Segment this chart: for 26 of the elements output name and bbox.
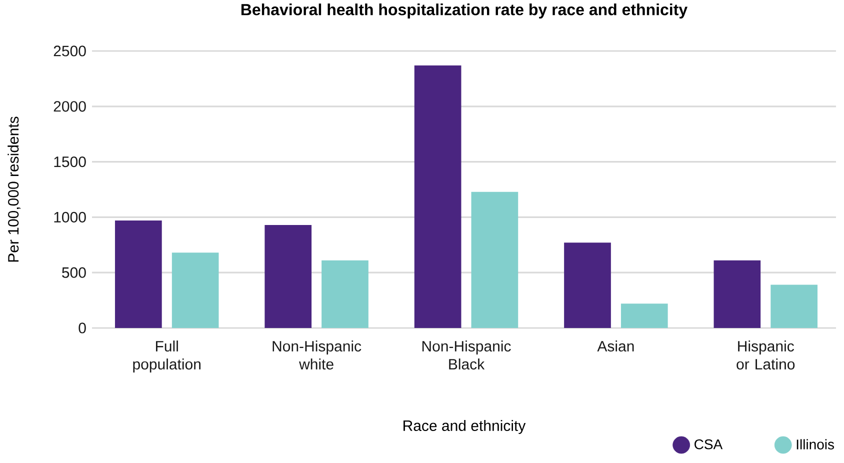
bar [322,260,368,328]
chart-title: Behavioral health hospitalization rate by race and ethnicity [241,4,688,18]
y-tick-label: 0 [78,322,86,334]
bar [264,224,312,328]
y-tick-label: 2000 [54,101,86,112]
bar [172,252,219,328]
legend-label: Illinois [796,439,834,450]
y-tick-label: 1500 [54,156,86,168]
bar [414,65,462,328]
x-tick-label: Hispanic or Latino [736,340,795,370]
bar [620,304,668,328]
x-tick-label: Non-Hispanic Black [422,340,511,370]
legend-label: CSA [694,439,723,450]
y-tick-label: 500 [62,267,86,278]
x-tick-label: Asian [597,340,634,352]
x-axis-title: Race and ethnicity [404,420,526,434]
y-tick-label: 2500 [54,46,86,56]
bar [770,284,818,328]
bar [564,242,611,328]
y-tick-label: 1000 [54,212,86,222]
bar [114,220,162,328]
x-tick-label: Full population [133,340,200,372]
bar [714,260,761,328]
x-tick-label: Non-Hispanic white [272,340,362,370]
bar [471,192,518,328]
y-axis-title: Per 100,000 residents [8,116,20,262]
